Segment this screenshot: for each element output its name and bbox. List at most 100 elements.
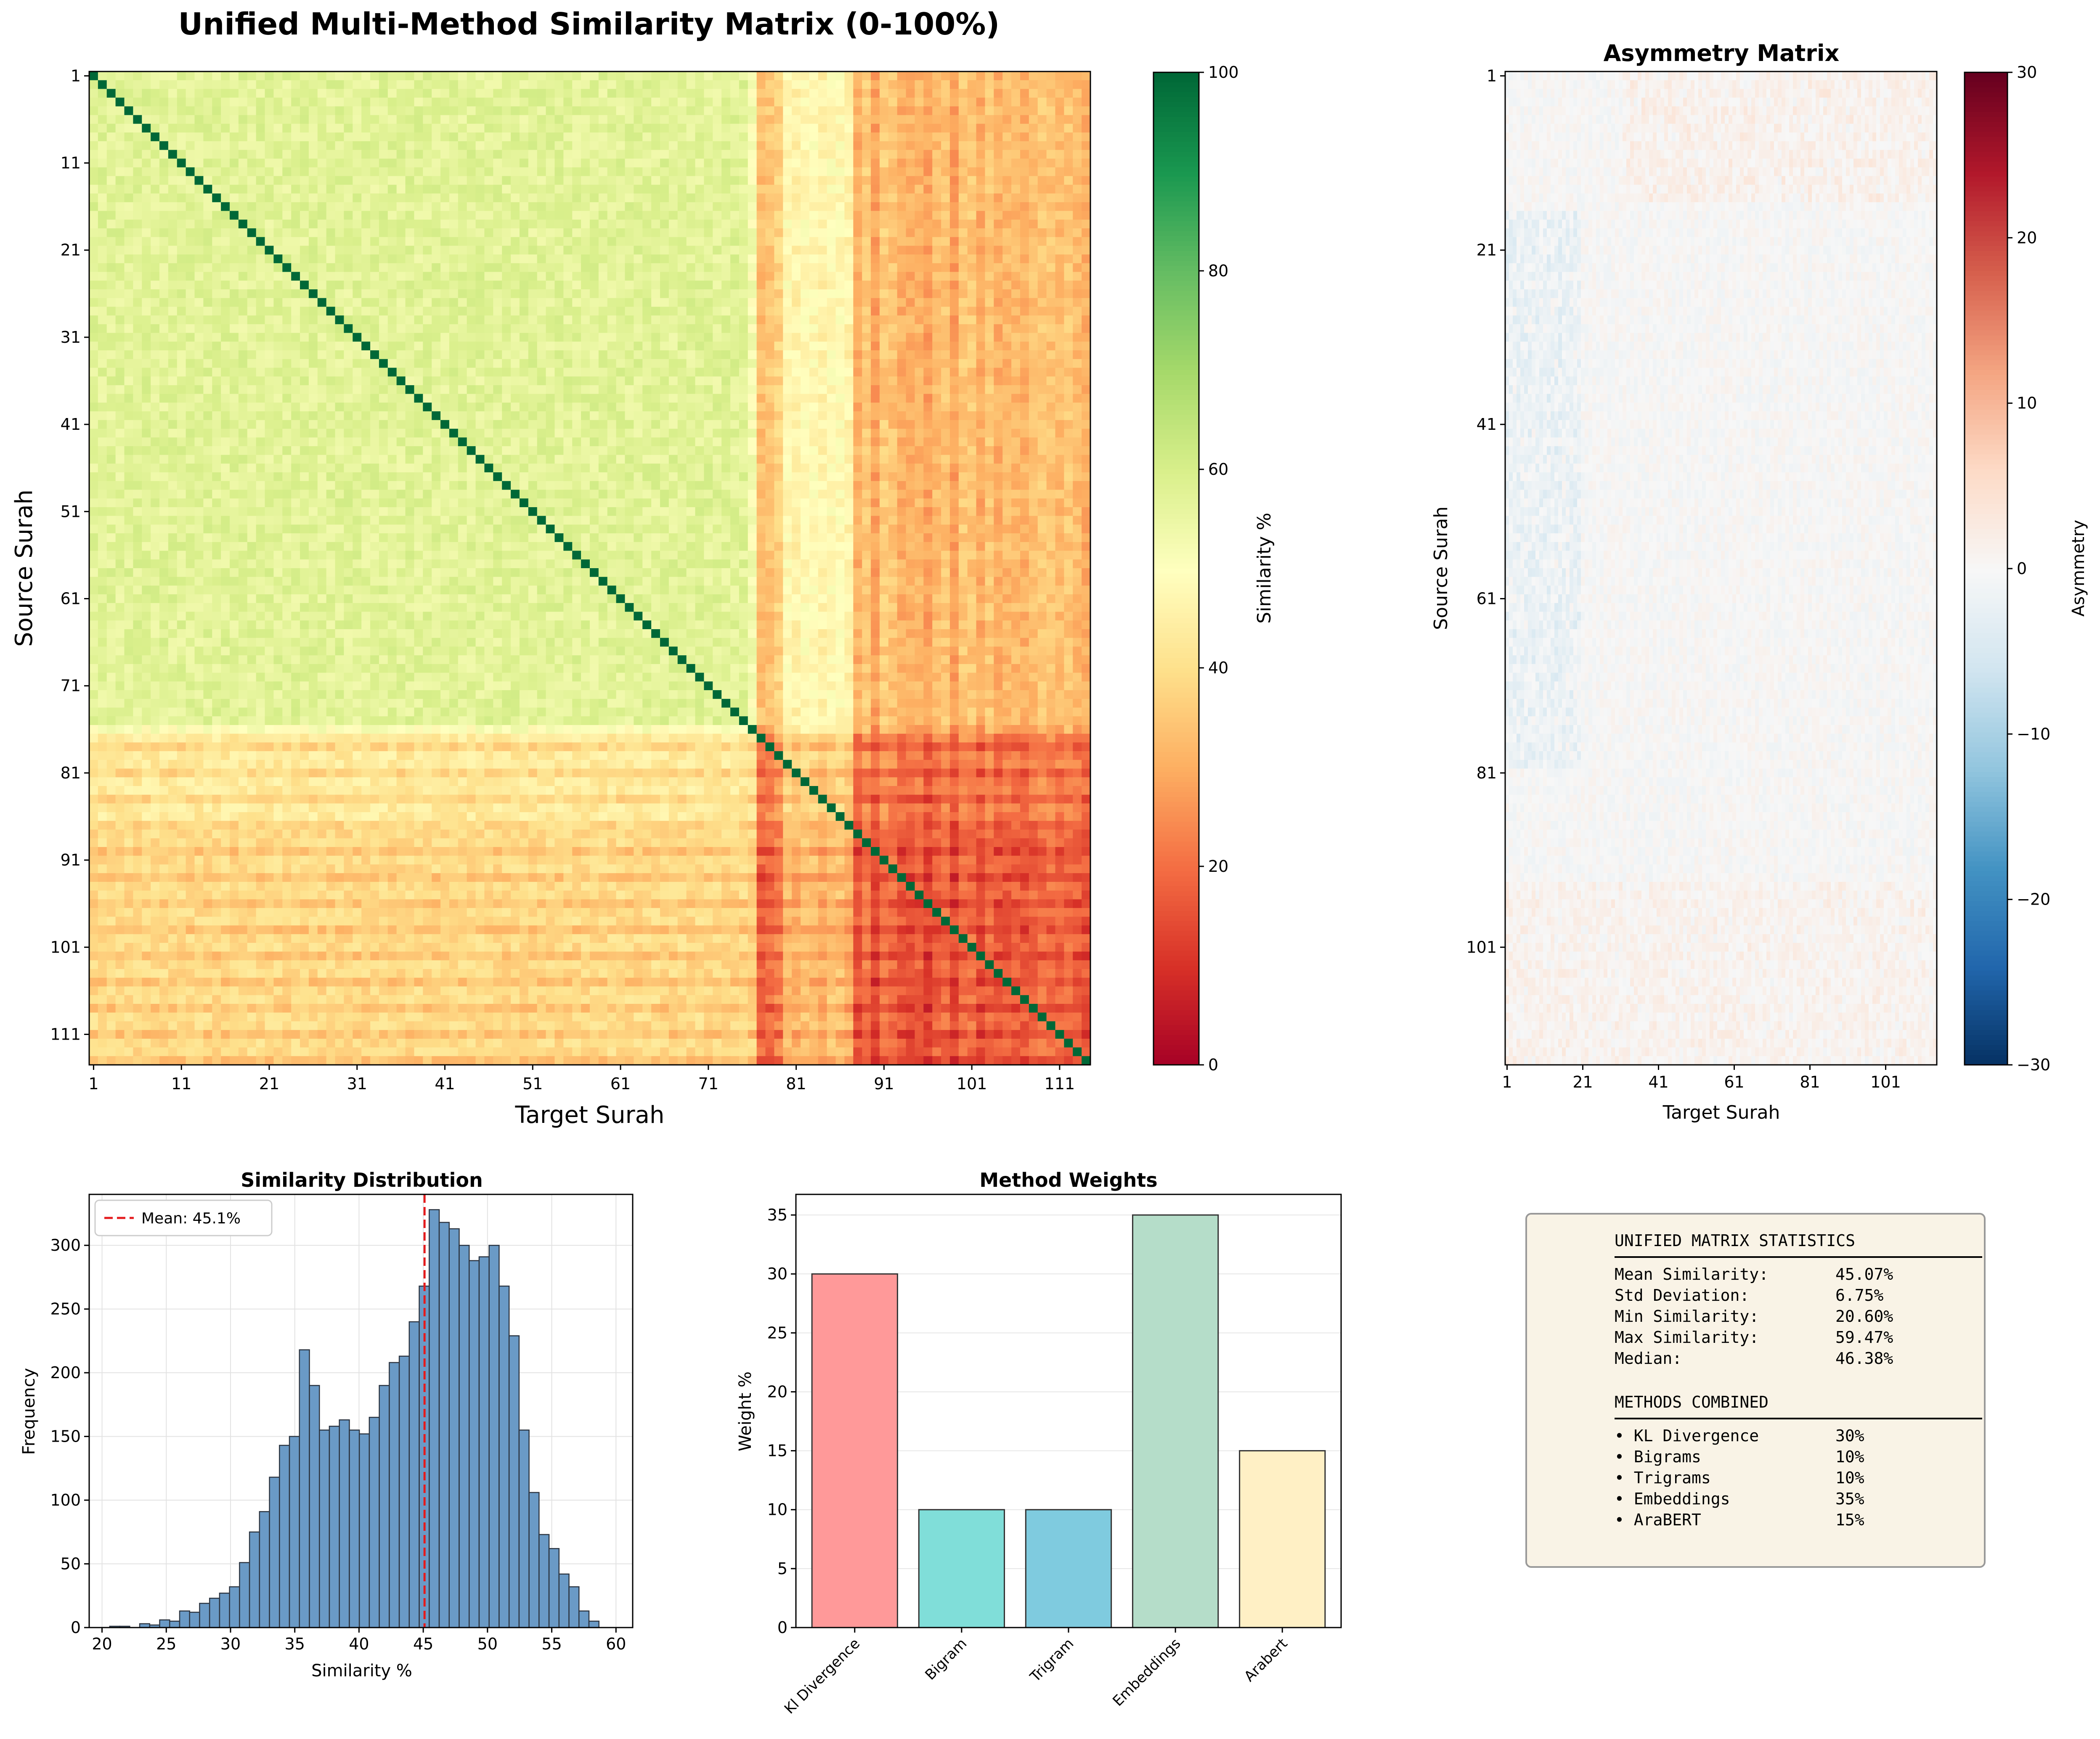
heatmap-cell xyxy=(432,254,441,264)
heatmap-cell xyxy=(774,333,783,342)
heatmap-cell xyxy=(888,106,898,116)
heatmap-cell xyxy=(765,341,775,351)
heatmap-cell xyxy=(730,350,740,360)
heatmap-cell xyxy=(888,359,898,368)
heatmap-cell xyxy=(879,411,889,421)
heatmap-cell xyxy=(300,385,309,394)
heatmap-cell xyxy=(493,333,502,342)
heatmap-cell xyxy=(159,228,169,238)
heatmap-cell xyxy=(265,341,274,351)
heatmap-cell xyxy=(827,394,836,403)
heatmap-cell xyxy=(915,394,924,403)
heatmap-cell xyxy=(440,167,450,177)
heatmap-cell xyxy=(792,124,801,133)
heatmap-cell xyxy=(151,124,160,133)
heatmap-cell xyxy=(230,237,239,246)
heatmap-cell xyxy=(379,211,388,220)
heatmap-cell xyxy=(616,341,626,351)
heatmap-cell xyxy=(871,272,880,281)
heatmap-cell xyxy=(827,289,836,299)
heatmap-cell xyxy=(1073,420,1082,429)
heatmap-cell xyxy=(432,376,441,386)
heatmap-cell xyxy=(186,315,195,325)
heatmap-cell xyxy=(396,315,406,325)
heatmap-cell xyxy=(212,411,221,421)
heatmap-cell xyxy=(625,98,634,107)
heatmap-cell xyxy=(932,228,941,238)
heatmap-cell xyxy=(177,115,186,124)
heatmap-cell xyxy=(634,429,643,438)
heatmap-cell xyxy=(238,298,248,307)
heatmap-cell xyxy=(265,394,274,403)
heatmap-cell xyxy=(423,167,432,177)
heatmap-cell xyxy=(1029,141,1038,151)
heatmap-cell xyxy=(265,420,274,429)
heatmap-cell xyxy=(335,237,345,246)
heatmap-cell xyxy=(528,80,538,90)
heatmap-cell xyxy=(739,289,748,299)
heatmap-cell xyxy=(756,315,766,325)
heatmap-cell xyxy=(1002,150,1012,159)
heatmap-cell xyxy=(915,193,924,203)
heatmap-cell xyxy=(440,141,450,151)
heatmap-cell xyxy=(186,220,195,229)
heatmap-cell xyxy=(871,228,880,238)
heatmap-cell xyxy=(809,246,819,255)
heatmap-cell xyxy=(967,98,977,107)
heatmap-cell xyxy=(888,115,898,124)
heatmap-cell xyxy=(519,394,529,403)
heatmap-cell xyxy=(949,167,959,177)
heatmap-cell xyxy=(1011,289,1021,299)
heatmap-cell xyxy=(502,211,511,220)
heatmap-cell xyxy=(379,289,388,299)
heatmap-cell xyxy=(98,124,107,133)
heatmap-cell xyxy=(695,272,705,281)
heatmap-cell xyxy=(1037,115,1047,124)
heatmap-cell xyxy=(1082,350,1091,360)
heatmap-cell xyxy=(713,298,722,307)
heatmap-cell xyxy=(546,220,555,229)
heatmap-cell xyxy=(888,368,898,377)
heatmap-cell xyxy=(1082,263,1091,273)
heatmap-cell xyxy=(203,341,212,351)
heatmap-cell xyxy=(1064,420,1073,429)
heatmap-cell xyxy=(502,281,511,290)
heatmap-cell xyxy=(932,420,941,429)
heatmap-cell xyxy=(282,150,292,159)
heatmap-cell xyxy=(958,289,968,299)
heatmap-cell xyxy=(502,220,511,229)
heatmap-cell xyxy=(862,106,871,116)
heatmap-cell xyxy=(765,359,775,368)
heatmap-cell xyxy=(686,176,696,185)
heatmap-cell xyxy=(317,228,327,238)
heatmap-cell xyxy=(1011,106,1021,116)
heatmap-cell xyxy=(528,202,538,212)
heatmap-cell xyxy=(607,254,617,264)
heatmap-cell xyxy=(1082,281,1091,290)
heatmap-cell xyxy=(835,89,845,98)
heatmap-cell xyxy=(387,315,397,325)
heatmap-cell xyxy=(282,263,292,273)
heatmap-cell xyxy=(783,237,792,246)
heatmap-cell xyxy=(616,220,626,229)
heatmap-cell xyxy=(1082,429,1091,438)
heatmap-cell xyxy=(519,228,529,238)
heatmap-cell xyxy=(1020,176,1029,185)
heatmap-cell xyxy=(844,80,854,90)
heatmap-cell xyxy=(704,185,713,194)
heatmap-cell xyxy=(1029,385,1038,394)
heatmap-cell xyxy=(238,324,248,334)
heatmap-cell xyxy=(835,281,845,290)
heatmap-cell xyxy=(923,350,933,360)
heatmap-cell xyxy=(932,341,941,351)
heatmap-cell xyxy=(98,385,107,394)
heatmap-cell xyxy=(1046,237,1056,246)
heatmap-cell xyxy=(344,106,353,116)
heatmap-cell xyxy=(142,89,151,98)
heatmap-cell xyxy=(941,176,950,185)
heatmap-cell xyxy=(414,437,423,447)
heatmap-cell xyxy=(308,289,318,299)
heatmap-cell xyxy=(133,106,142,116)
heatmap-cell xyxy=(704,272,713,281)
heatmap-cell xyxy=(862,254,871,264)
